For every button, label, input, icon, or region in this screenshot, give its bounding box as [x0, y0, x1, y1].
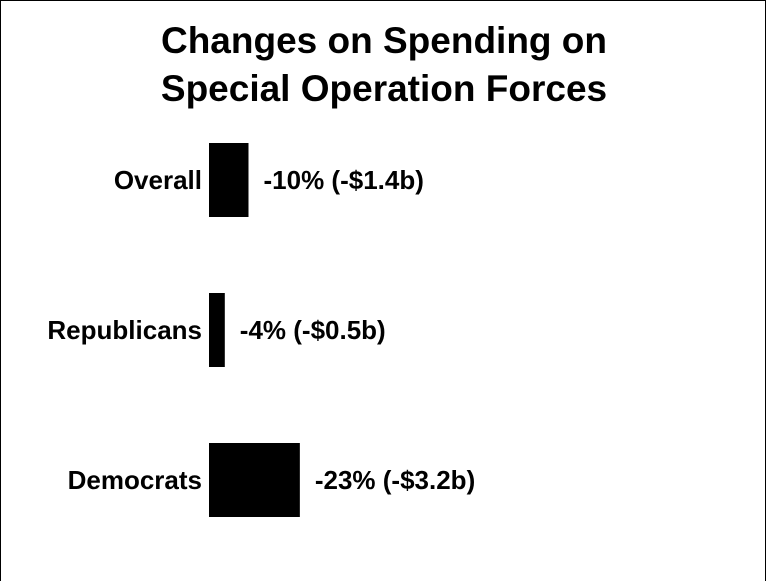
chart-title: Changes on Spending on Special Operation…: [1, 17, 766, 113]
category-label-democrats: Democrats: [68, 465, 202, 495]
category-label-republicans: Republicans: [47, 315, 202, 345]
value-label-democrats: -23% (-$3.2b): [315, 465, 475, 495]
category-label-overall: Overall: [114, 165, 202, 195]
bar-democrats: [209, 443, 300, 517]
chart-title-line-1: Changes on Spending on: [160, 20, 608, 61]
bar-overall: [209, 143, 249, 217]
value-label-republicans: -4% (-$0.5b): [240, 315, 386, 345]
bar-republicans: [209, 293, 225, 367]
chart-title-line-2: Special Operation Forces: [160, 68, 608, 109]
value-label-overall: -10% (-$1.4b): [264, 165, 424, 195]
